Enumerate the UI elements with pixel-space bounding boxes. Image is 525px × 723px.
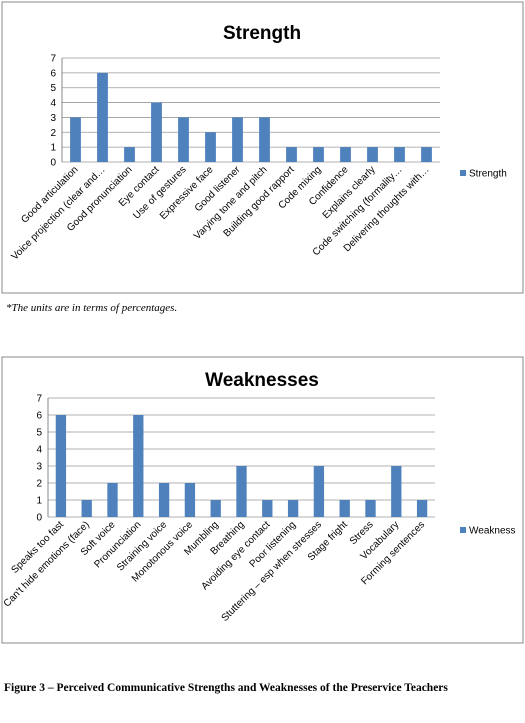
y-tick-label: 6 [36, 411, 42, 422]
bar [313, 147, 324, 162]
bar [210, 500, 221, 517]
y-tick-label: 1 [50, 143, 56, 154]
bar [236, 466, 247, 517]
legend-swatch [460, 170, 466, 176]
y-tick-label: 5 [36, 428, 42, 439]
bar [97, 72, 108, 162]
bar [421, 147, 432, 162]
bar [107, 483, 118, 517]
bar [365, 500, 376, 517]
bar [367, 147, 378, 162]
bar [55, 415, 67, 517]
legend-label: Strength [469, 169, 507, 180]
bar [184, 483, 196, 517]
bar [81, 500, 92, 517]
y-tick-label: 2 [36, 479, 42, 490]
chart-border [1, 356, 524, 644]
legend-swatch [460, 527, 466, 533]
y-tick-label: 3 [36, 462, 42, 473]
bar [286, 147, 297, 162]
chart-title: Strength [223, 23, 301, 44]
bar [416, 500, 428, 517]
bar [151, 102, 162, 162]
bar [339, 500, 350, 517]
y-tick-label: 5 [50, 83, 56, 94]
figure-caption: Figure 3 – Perceived Communicative Stren… [4, 682, 448, 694]
bar [391, 466, 402, 517]
legend-label: Weakness [469, 526, 516, 537]
y-tick-label: 2 [50, 128, 56, 139]
bar [133, 415, 144, 517]
bar [205, 132, 216, 162]
bar [124, 147, 135, 162]
y-tick-label: 3 [50, 113, 56, 124]
y-tick-label: 1 [36, 496, 42, 507]
bar [259, 117, 270, 162]
y-tick-label: 4 [36, 445, 42, 456]
bar [178, 117, 189, 162]
y-tick-label: 0 [50, 158, 56, 169]
bar [262, 500, 273, 517]
bar [232, 117, 243, 162]
bar [394, 147, 405, 162]
chart-title: Weaknesses [205, 370, 319, 391]
y-tick-label: 7 [50, 54, 56, 65]
y-tick-label: 6 [50, 68, 56, 79]
footnote: *The units are in terms of percentages. [6, 302, 178, 314]
chart-border [1, 1, 524, 294]
bar [340, 147, 351, 162]
bar [70, 117, 81, 162]
bar [313, 466, 325, 517]
bar [287, 500, 299, 517]
y-tick-label: 0 [36, 513, 42, 524]
y-tick-label: 7 [36, 394, 42, 405]
y-tick-label: 4 [50, 98, 56, 109]
bar [158, 483, 170, 517]
